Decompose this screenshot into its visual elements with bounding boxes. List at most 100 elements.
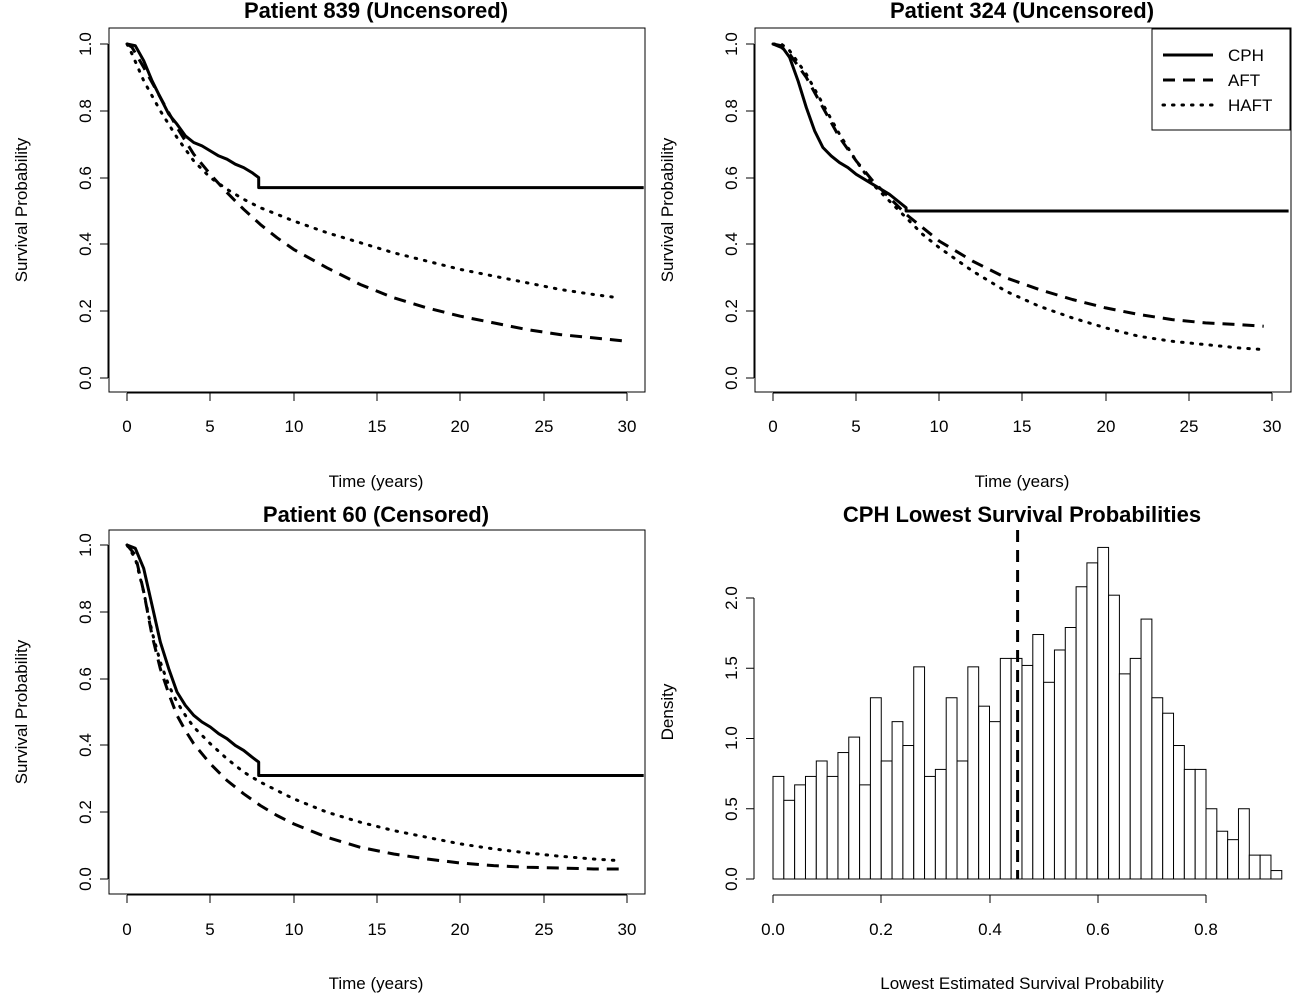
x-axis-label: Time (years) — [329, 472, 424, 491]
hist-layer — [772, 530, 1283, 880]
histogram-bar — [967, 666, 980, 880]
x-axis: 0.0 0.2 0.4 0.6 0.8 — [761, 894, 1218, 939]
x-tick-label: 0 — [768, 417, 777, 436]
x-tick-label: 0.0 — [761, 920, 785, 939]
histogram-bar — [1194, 768, 1207, 880]
x-tick-label: 30 — [1263, 417, 1282, 436]
x-axis: 0 5 10 15 20 25 30 — [122, 392, 636, 436]
series-line-aft — [125, 544, 619, 871]
y-tick-label: 0.6 — [76, 667, 95, 691]
histogram-bar — [848, 736, 861, 880]
x-tick-label: 15 — [1013, 417, 1032, 436]
histogram-bar — [804, 775, 817, 880]
y-axis: 0.0 0.5 1.0 1.5 2.0 — [722, 586, 755, 891]
x-axis-label: Time (years) — [329, 974, 424, 993]
histogram-bar — [837, 752, 850, 880]
histogram-bar — [859, 784, 871, 880]
histogram-bar — [1129, 657, 1142, 880]
y-tick-label: 0.8 — [76, 99, 95, 123]
histogram-bar — [1248, 854, 1261, 880]
y-axis: 0.0 0.2 0.4 0.6 0.8 1.0 — [76, 32, 109, 390]
y-tick-label: 0.0 — [722, 867, 741, 891]
histogram-bar — [1053, 649, 1066, 880]
x-tick-label: 0.6 — [1086, 920, 1110, 939]
histogram-bar — [783, 799, 796, 880]
histogram-bar — [934, 768, 947, 880]
x-tick-label: 25 — [535, 920, 554, 939]
y-tick-label: 2.0 — [722, 586, 741, 610]
histogram-bar — [1205, 808, 1218, 880]
x-tick-label: 0.4 — [978, 920, 1002, 939]
y-tick-label: 0.0 — [722, 366, 741, 390]
y-tick-label: 0.6 — [722, 166, 741, 190]
y-tick-label: 0.0 — [76, 366, 95, 390]
x-tick-label: 0.2 — [869, 920, 893, 939]
histogram-bar — [1173, 745, 1185, 880]
y-tick-label: 1.0 — [722, 32, 741, 56]
x-tick-label: 15 — [368, 417, 387, 436]
x-tick-label: 30 — [618, 920, 637, 939]
series-line-haft — [125, 42, 621, 300]
histogram-bar — [1097, 546, 1110, 880]
y-tick-label: 0.8 — [76, 600, 95, 624]
histogram-bar — [1140, 618, 1153, 880]
x-axis: 0 5 10 15 20 25 30 — [768, 392, 1282, 436]
chart-title: Patient 60 (Censored) — [263, 502, 489, 527]
histogram-bar — [1118, 673, 1131, 880]
histogram-bar — [989, 721, 1001, 880]
chart-title: Patient 324 (Uncensored) — [890, 0, 1154, 23]
histogram-bar — [1183, 768, 1196, 880]
histogram-bar — [902, 745, 915, 880]
histogram-bar — [1162, 712, 1175, 880]
legend-label-aft: AFT — [1228, 71, 1260, 90]
histogram-bar — [1086, 562, 1099, 880]
histogram-bar — [956, 760, 969, 880]
y-tick-label: 1.0 — [722, 726, 741, 750]
series-line-haft — [125, 543, 621, 863]
series-line-aft — [126, 42, 628, 343]
histogram-bar — [1270, 870, 1283, 880]
series-layer — [125, 42, 644, 343]
y-axis-label: Survival Probability — [658, 137, 677, 282]
y-tick-label: 0.8 — [722, 99, 741, 123]
histogram-bar — [1259, 854, 1272, 880]
x-tick-label: 20 — [451, 417, 470, 436]
y-axis-label: Survival Probability — [12, 639, 31, 784]
series-line-haft — [771, 42, 1266, 352]
y-axis: 0.0 0.2 0.4 0.6 0.8 1.0 — [722, 32, 755, 390]
y-tick-label: 0.4 — [722, 232, 741, 256]
x-axis-label: Lowest Estimated Survival Probability — [880, 974, 1164, 993]
y-tick-label: 1.5 — [722, 656, 741, 680]
histogram-bar — [1216, 830, 1229, 880]
panel-patient-60: Patient 60 (Censored) 0 5 10 15 20 25 30 — [12, 502, 646, 993]
histogram-bar — [880, 760, 893, 880]
histogram-bar — [815, 760, 828, 880]
histogram-bar — [772, 775, 785, 880]
y-tick-label: 1.0 — [76, 32, 95, 56]
x-tick-label: 25 — [535, 417, 554, 436]
y-tick-label: 0.6 — [76, 166, 95, 190]
x-axis: 0 5 10 15 20 25 30 — [122, 894, 637, 939]
panel-cph-histogram: CPH Lowest Survival Probabilities 0.0 0.… — [658, 502, 1283, 993]
chart-title: Patient 839 (Uncensored) — [244, 0, 508, 23]
y-tick-label: 0.5 — [722, 797, 741, 821]
series-line-cph — [126, 543, 644, 777]
histogram-bar — [1108, 594, 1120, 880]
panel-patient-324: Patient 324 (Uncensored) 0 5 10 15 20 25… — [658, 0, 1292, 491]
x-tick-label: 5 — [851, 417, 860, 436]
y-tick-label: 0.2 — [76, 800, 95, 824]
y-tick-label: 0.0 — [76, 867, 95, 891]
x-tick-label: 20 — [1097, 417, 1116, 436]
histogram-bar — [1043, 681, 1055, 880]
panel-patient-839: Patient 839 (Uncensored) 0 5 10 15 20 25… — [12, 0, 646, 491]
histogram-bar — [1021, 664, 1034, 880]
x-tick-label: 20 — [451, 920, 470, 939]
x-tick-label: 5 — [205, 417, 214, 436]
y-tick-label: 1.0 — [76, 533, 95, 557]
y-tick-label: 0.4 — [76, 733, 95, 757]
histogram-bar — [978, 705, 990, 880]
histogram-bar — [1064, 627, 1077, 880]
series-line-aft — [772, 42, 1264, 328]
x-tick-label: 25 — [1180, 417, 1199, 436]
